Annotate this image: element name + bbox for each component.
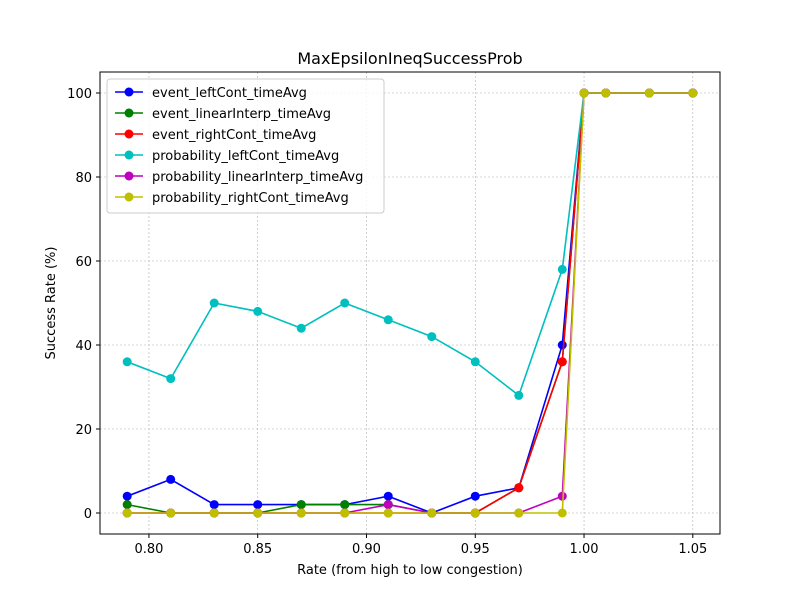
legend-swatch-marker (124, 108, 134, 118)
legend-swatch-marker (124, 87, 134, 97)
x-tick-label: 0.85 (243, 542, 272, 557)
data-point (383, 491, 393, 501)
legend-item: event_linearInterp_timeAvg (115, 107, 331, 122)
plot-frame (99, 71, 721, 535)
legend-swatch-marker (124, 171, 134, 181)
legend-item: event_leftCont_timeAvg (115, 86, 307, 101)
data-point (296, 323, 306, 333)
data-point (383, 500, 393, 510)
data-point (514, 483, 524, 493)
data-point (209, 500, 219, 510)
x-axis-label: Rate (from high to low congestion) (297, 563, 523, 578)
data-point (557, 340, 567, 350)
data-point (166, 374, 176, 384)
legend-item: probability_linearInterp_timeAvg (115, 170, 363, 185)
data-point (601, 88, 611, 98)
legend-box (106, 78, 385, 214)
data-point (340, 298, 350, 308)
y-tick-label: 80 (75, 171, 92, 186)
data-point (557, 264, 567, 274)
data-point (427, 332, 437, 342)
data-point (644, 88, 654, 98)
legend-label: event_rightCont_timeAvg (152, 128, 316, 143)
plot-series (122, 88, 698, 518)
x-tick-label: 0.80 (134, 542, 163, 557)
data-point (470, 491, 480, 501)
x-tick-label: 0.90 (352, 542, 381, 557)
legend-label: probability_rightCont_timeAvg (152, 191, 349, 206)
x-tick-label: 1.00 (570, 542, 599, 557)
data-point (383, 315, 393, 325)
data-point (470, 508, 480, 518)
y-tick-label: 40 (75, 339, 92, 354)
legend-swatch-marker (124, 129, 134, 139)
data-point (296, 500, 306, 510)
y-axis-label: Success Rate (%) (44, 247, 59, 360)
data-point (209, 298, 219, 308)
data-point (253, 500, 263, 510)
legend-item: probability_rightCont_timeAvg (115, 191, 349, 206)
data-point (122, 491, 132, 501)
x-tick-label: 0.95 (461, 542, 490, 557)
legend-swatch-marker (124, 192, 134, 202)
y-tick-label: 60 (75, 255, 92, 270)
data-point (340, 500, 350, 510)
data-point (579, 88, 589, 98)
data-point (166, 474, 176, 484)
data-point (122, 508, 132, 518)
legend-swatch-marker (124, 150, 134, 160)
data-point (253, 306, 263, 316)
data-point (340, 508, 350, 518)
x-tick-label: 1.05 (678, 542, 707, 557)
legend-label: event_linearInterp_timeAvg (152, 107, 331, 122)
y-tick-label: 0 (84, 507, 92, 522)
chart-title: MaxEpsilonIneqSuccessProb (297, 49, 522, 68)
data-point (470, 357, 480, 367)
data-point (514, 390, 524, 400)
data-point (122, 357, 132, 367)
data-point (557, 491, 567, 501)
legend-label: probability_leftCont_timeAvg (152, 149, 339, 164)
legend-label: event_leftCont_timeAvg (152, 86, 307, 101)
legend-item: probability_leftCont_timeAvg (115, 149, 339, 164)
data-point (383, 508, 393, 518)
legend-item: event_rightCont_timeAvg (115, 128, 316, 143)
series-probability_rightCont_timeAvg (122, 88, 698, 518)
data-point (514, 508, 524, 518)
legend: event_leftCont_timeAvg event_linearInterp… (106, 78, 385, 214)
data-point (557, 508, 567, 518)
y-tick-label: 100 (67, 87, 92, 102)
data-point (166, 508, 176, 518)
data-point (253, 508, 263, 518)
legend-label: probability_linearInterp_timeAvg (152, 170, 363, 185)
data-point (688, 88, 698, 98)
axis-ticks: 0.80 0.85 0.90 0.95 1.00 1.05 0 20 40 60 80 100 (67, 87, 707, 557)
data-point (122, 500, 132, 510)
data-point (296, 508, 306, 518)
data-point (209, 508, 219, 518)
data-point (557, 357, 567, 367)
data-point (427, 508, 437, 518)
y-tick-label: 20 (75, 423, 92, 438)
